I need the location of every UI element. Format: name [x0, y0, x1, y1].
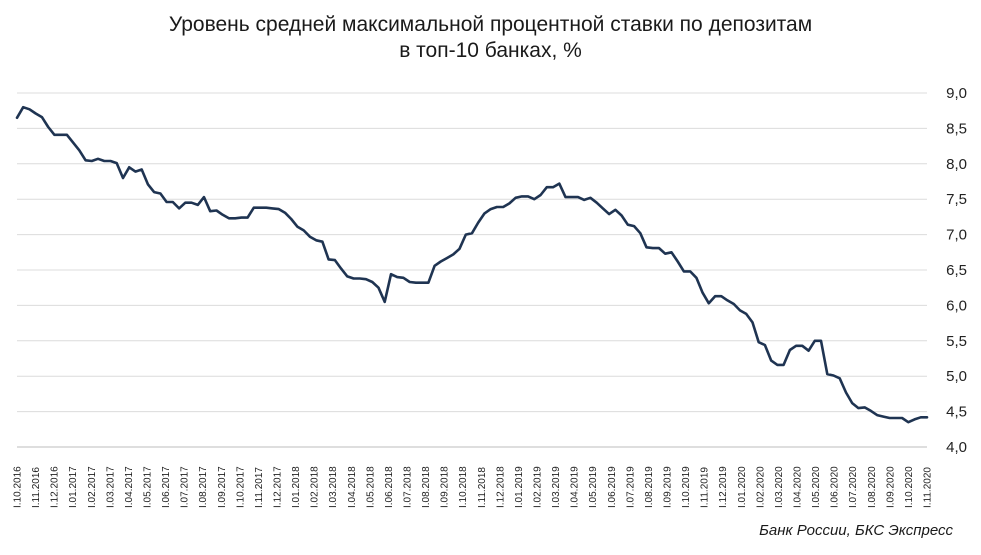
x-tick-label: I.11.2019 [700, 467, 711, 508]
source-note: Банк России, БКС Экспресс [759, 522, 953, 539]
x-tick-label: I.03.2020 [774, 466, 785, 508]
x-tick-label: I.01.2018 [291, 466, 302, 508]
chart-title-line-1: Уровень средней максимальной процентной … [168, 13, 813, 36]
y-tick-label: 4,0 [946, 439, 967, 456]
gridlines [17, 92, 927, 448]
x-tick-label: I.06.2017 [161, 466, 172, 508]
x-tick-label: I.06.2020 [830, 466, 841, 508]
x-tick-label: I.01.2020 [737, 466, 748, 508]
x-tick-label: I.06.2019 [607, 466, 618, 508]
series-group [15, 105, 929, 424]
x-tick-label: I.11.2016 [31, 467, 42, 508]
x-tick-label: I.01.2019 [514, 466, 525, 508]
y-tick-label: 4,5 [946, 404, 967, 421]
x-tick-label: I.10.2019 [681, 466, 692, 508]
y-tick-label: 9,0 [946, 85, 967, 102]
y-tick-label: 8,0 [946, 156, 967, 173]
x-tick-label: I.04.2018 [347, 466, 358, 508]
y-axis-ticks: 4,0 4,5 5,0 5,5 6,0 6,5 7,0 7,5 8,0 8,5 9,0 [946, 85, 967, 456]
x-tick-label: I.04.2020 [793, 466, 804, 508]
x-tick-label: I.02.2017 [87, 466, 98, 508]
x-tick-label: I.09.2019 [663, 466, 674, 508]
x-tick-label: I.05.2019 [588, 466, 599, 508]
x-tick-label: I.08.2017 [198, 466, 209, 508]
x-tick-label: I.01.2017 [68, 466, 79, 508]
x-tick-label: I.10.2017 [235, 466, 246, 508]
x-tick-label: I.12.2019 [718, 466, 729, 508]
series-line [15, 105, 929, 424]
x-tick-label: I.05.2020 [811, 466, 822, 508]
x-tick-label: I.07.2019 [625, 466, 636, 508]
x-axis-ticks: I.10.2016 I.11.2016 I.12.2016 I.01.2017 I.02… [13, 466, 934, 508]
chart-title-line-2: в топ-10 банках, % [399, 39, 582, 62]
x-tick-label: I.02.2018 [310, 466, 321, 508]
y-tick-label: 8,5 [946, 120, 967, 137]
x-tick-label: I.08.2019 [644, 466, 655, 508]
x-tick-label: I.07.2020 [848, 466, 859, 508]
chart-title: Уровень средней максимальной процентной … [0, 12, 981, 64]
x-tick-label: I.07.2018 [403, 466, 414, 508]
x-tick-label: I.11.2017 [254, 467, 265, 508]
x-tick-label: I.08.2018 [421, 466, 432, 508]
x-tick-label: I.08.2020 [867, 466, 878, 508]
x-tick-label: I.11.2020 [923, 467, 934, 508]
x-tick-label: I.09.2017 [217, 466, 228, 508]
x-tick-label: I.12.2016 [50, 466, 61, 508]
x-tick-label: I.10.2018 [458, 466, 469, 508]
x-tick-label: I.11.2018 [477, 467, 488, 508]
x-tick-label: I.10.2016 [13, 466, 24, 508]
x-tick-label: I.10.2020 [904, 466, 915, 508]
x-tick-label: I.04.2017 [124, 466, 135, 508]
x-tick-label: I.02.2019 [533, 466, 544, 508]
x-tick-label: I.03.2018 [328, 466, 339, 508]
y-tick-label: 6,0 [946, 297, 967, 314]
y-tick-label: 7,5 [946, 191, 967, 208]
x-tick-label: I.12.2017 [273, 466, 284, 508]
y-tick-label: 5,5 [946, 333, 967, 350]
x-tick-label: I.02.2020 [755, 466, 766, 508]
x-tick-label: I.05.2018 [365, 466, 376, 508]
x-tick-label: I.04.2019 [570, 466, 581, 508]
x-tick-label: I.12.2018 [495, 466, 506, 508]
x-tick-label: I.03.2019 [551, 466, 562, 508]
x-tick-label: I.07.2017 [180, 466, 191, 508]
x-tick-label: I.09.2020 [885, 466, 896, 508]
x-tick-label: I.03.2017 [105, 466, 116, 508]
x-tick-label: I.05.2017 [143, 466, 154, 508]
x-tick-label: I.06.2018 [384, 466, 395, 508]
y-tick-label: 7,0 [946, 227, 967, 244]
y-tick-label: 5,0 [946, 368, 967, 385]
x-tick-label: I.09.2018 [440, 466, 451, 508]
y-tick-label: 6,5 [946, 262, 967, 279]
